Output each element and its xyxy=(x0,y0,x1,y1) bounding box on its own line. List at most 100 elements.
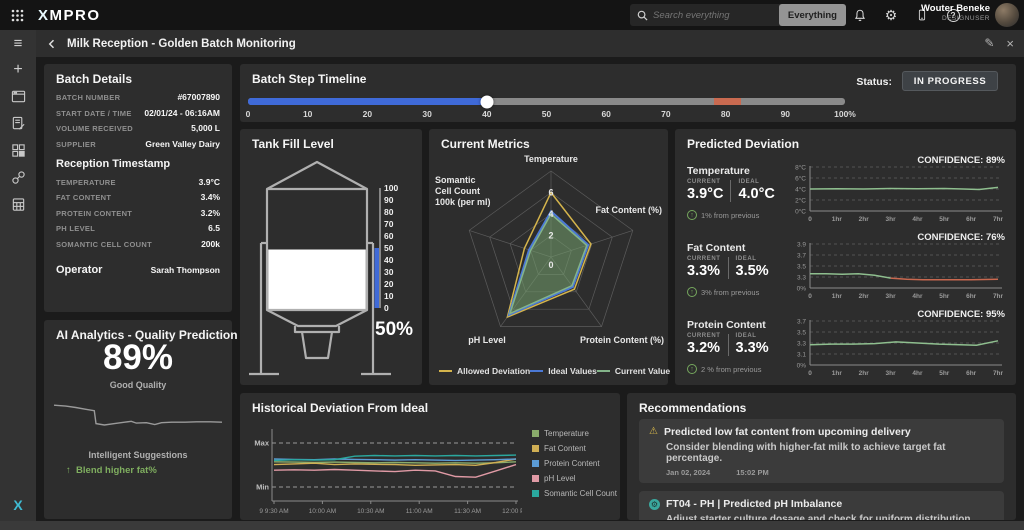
settings-icon[interactable]: ⚙ xyxy=(883,7,899,23)
data-tables-icon[interactable] xyxy=(10,196,26,212)
search-input[interactable] xyxy=(653,10,779,21)
svg-text:0: 0 xyxy=(808,293,812,300)
notifications-icon[interactable] xyxy=(852,7,868,23)
app-launcher-icon[interactable] xyxy=(11,9,24,22)
svg-text:0: 0 xyxy=(808,370,812,377)
svg-text:3hr: 3hr xyxy=(886,370,897,377)
warning-icon: ⚠ xyxy=(649,427,658,437)
legend-item: Somantic Cell Count xyxy=(532,489,617,498)
svg-text:0: 0 xyxy=(384,303,389,313)
recommendation-card[interactable]: ⚙FT04 - PH | Predicted pH ImbalanceAdjus… xyxy=(639,491,1004,520)
svg-text:9 9:30 AM: 9 9:30 AM xyxy=(259,508,288,515)
recommendation-meta: Jan 02, 202415:02 PM xyxy=(666,468,994,477)
svg-text:6hr: 6hr xyxy=(966,293,977,300)
blocks-icon[interactable] xyxy=(10,142,26,158)
historical-chart: MaxMin9 9:30 AM10:00 AM10:30 AM11:00 AM1… xyxy=(250,423,522,517)
batch-details-panel: Batch Details BATCH NUMBER#67007890 START… xyxy=(44,64,232,312)
svg-text:50: 50 xyxy=(384,243,394,253)
forms-icon[interactable] xyxy=(10,115,26,131)
detail-row: START DATE / TIME02/01/24 - 06:16AM xyxy=(56,108,220,118)
radar-chart: 0246TemperatureFat Content (%)Protein Co… xyxy=(429,151,668,357)
svg-text:60: 60 xyxy=(384,231,394,241)
menu-icon[interactable]: ≡ xyxy=(14,36,23,51)
panel-title: Predicted Deviation xyxy=(687,137,799,151)
timeline-tick: 90 xyxy=(781,109,790,119)
svg-text:4°C: 4°C xyxy=(795,186,806,194)
search-scope-button[interactable]: Everything xyxy=(779,4,846,26)
svg-text:8°C: 8°C xyxy=(795,164,806,172)
back-button[interactable] xyxy=(46,38,58,50)
detail-row: SOMANTIC CELL COUNT200k xyxy=(56,239,220,249)
timeline-tick: 20 xyxy=(363,109,372,119)
connections-icon[interactable] xyxy=(10,169,26,185)
timeline-tick: 40 xyxy=(482,109,491,119)
batch-fields: BATCH NUMBER#67007890 START DATE / TIME02… xyxy=(44,92,232,149)
suggestion-item[interactable]: ↑ Blend higher fat% xyxy=(66,465,157,476)
detail-row: SUPPLIERGreen Valley Dairy xyxy=(56,139,220,149)
timeline-ticks: 0102030405060708090100% xyxy=(248,109,845,121)
svg-text:70: 70 xyxy=(384,219,394,229)
user-name: Wouter Beneke xyxy=(921,3,990,15)
svg-text:7hr: 7hr xyxy=(993,216,1004,223)
svg-text:20: 20 xyxy=(384,279,394,289)
svg-text:0: 0 xyxy=(548,260,553,270)
edit-icon[interactable]: ✎ xyxy=(984,36,994,51)
quality-label: Good Quality xyxy=(44,380,232,390)
svg-text:0°C: 0°C xyxy=(795,208,806,216)
timeline-tick: 70 xyxy=(661,109,670,119)
svg-text:Fat Content (%): Fat Content (%) xyxy=(596,205,663,215)
legend-item: Protein Content xyxy=(532,459,617,468)
search-icon xyxy=(637,10,648,21)
user-menu[interactable]: Wouter Beneke DESIGNUSER xyxy=(921,3,990,22)
svg-text:1hr: 1hr xyxy=(832,216,843,223)
legend-item: Fat Content xyxy=(532,444,617,453)
svg-text:6: 6 xyxy=(548,188,553,198)
quality-sparkline xyxy=(52,392,224,444)
radar-legend: Allowed DeviationIdeal ValuesCurrent Val… xyxy=(439,366,660,376)
tank-scale: 1009080706050403020100 xyxy=(384,183,398,313)
svg-text:4: 4 xyxy=(548,209,553,219)
panel-title: Historical Deviation From Ideal xyxy=(252,401,428,415)
svg-text:3.3: 3.3 xyxy=(797,341,806,348)
topbar: XMPRO Everything ⚙ ? Wouter Beneke DESIG… xyxy=(0,0,1024,30)
svg-text:10:30 AM: 10:30 AM xyxy=(357,508,384,515)
recommendation-body: Adjust starter culture dosage and check … xyxy=(666,514,994,520)
svg-text:0%: 0% xyxy=(797,363,807,370)
timeline-slider-track[interactable] xyxy=(248,98,845,105)
svg-text:5hr: 5hr xyxy=(939,293,950,300)
add-icon[interactable]: + xyxy=(13,62,22,77)
svg-text:3.7: 3.7 xyxy=(797,253,806,260)
timeline-slider-fill xyxy=(248,98,487,105)
svg-text:90: 90 xyxy=(384,195,394,205)
close-icon[interactable]: × xyxy=(1006,36,1014,51)
deviation-metric-row: CONFIDENCE: 89%TemperatureCURRENT3.9°CID… xyxy=(687,155,1005,229)
timeline-slider-thumb[interactable] xyxy=(480,95,493,108)
ph-alert-icon: ⚙ xyxy=(649,499,660,510)
svg-text:2hr: 2hr xyxy=(859,293,870,300)
detail-row: PH LEVEL6.5 xyxy=(56,223,220,233)
ai-analytics-panel: AI Analytics - Quality Prediction 89% Go… xyxy=(44,320,232,519)
detail-row: TEMPERATURE3.9°C xyxy=(56,177,220,187)
detail-row: BATCH NUMBER#67007890 xyxy=(56,92,220,102)
svg-text:80: 80 xyxy=(384,207,394,217)
svg-text:2hr: 2hr xyxy=(859,216,870,223)
timeline-tick: 100% xyxy=(834,109,856,119)
svg-text:7hr: 7hr xyxy=(993,293,1004,300)
dashboards-icon[interactable] xyxy=(10,88,26,104)
tank-fill-level-panel: Tank Fill Level 1009080706050403020100 5… xyxy=(240,129,422,385)
timeline-tick: 80 xyxy=(721,109,730,119)
avatar[interactable] xyxy=(995,3,1019,27)
svg-text:Protein Content (%): Protein Content (%) xyxy=(580,335,664,345)
svg-text:3.3: 3.3 xyxy=(797,275,806,282)
legend-item: Current Value xyxy=(597,366,670,376)
delta-from-previous: ↑2 % from previous xyxy=(687,364,761,374)
detail-row: VOLUME RECEIVED5,000 L xyxy=(56,123,220,133)
reception-fields: TEMPERATURE3.9°CFAT CONTENT3.4%PROTEIN C… xyxy=(44,177,232,249)
reception-timestamp-title: Reception Timestamp xyxy=(56,158,220,170)
tank-graphic: 1009080706050403020100 50% xyxy=(240,149,422,383)
user-role: DESIGNUSER xyxy=(921,15,990,22)
recommendation-card[interactable]: ⚠Predicted low fat content from upcoming… xyxy=(639,419,1004,483)
metric-name: Protein Content xyxy=(687,319,766,331)
panel-title: Batch Details xyxy=(56,72,132,86)
status-badge[interactable]: IN PROGRESS xyxy=(902,71,998,91)
